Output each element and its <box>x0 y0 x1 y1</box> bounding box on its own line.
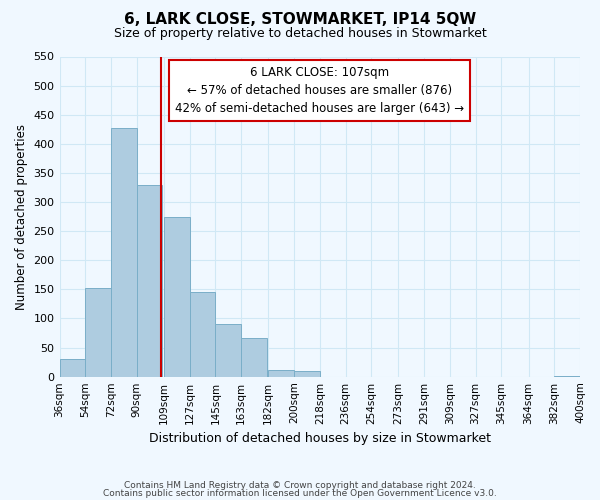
Text: Contains public sector information licensed under the Open Government Licence v3: Contains public sector information licen… <box>103 488 497 498</box>
Bar <box>164 216 190 376</box>
Bar <box>268 370 294 376</box>
Bar <box>241 338 267 376</box>
Bar <box>137 184 163 376</box>
Bar <box>215 324 241 376</box>
Text: 6 LARK CLOSE: 107sqm
← 57% of detached houses are smaller (876)
42% of semi-deta: 6 LARK CLOSE: 107sqm ← 57% of detached h… <box>175 66 464 115</box>
Text: 6, LARK CLOSE, STOWMARKET, IP14 5QW: 6, LARK CLOSE, STOWMARKET, IP14 5QW <box>124 12 476 28</box>
Y-axis label: Number of detached properties: Number of detached properties <box>15 124 28 310</box>
Text: Size of property relative to detached houses in Stowmarket: Size of property relative to detached ho… <box>113 28 487 40</box>
X-axis label: Distribution of detached houses by size in Stowmarket: Distribution of detached houses by size … <box>149 432 491 445</box>
Bar <box>294 371 320 376</box>
Bar <box>190 292 215 376</box>
Bar <box>59 359 85 376</box>
Bar <box>85 288 111 376</box>
Bar <box>111 128 137 376</box>
Text: Contains HM Land Registry data © Crown copyright and database right 2024.: Contains HM Land Registry data © Crown c… <box>124 481 476 490</box>
